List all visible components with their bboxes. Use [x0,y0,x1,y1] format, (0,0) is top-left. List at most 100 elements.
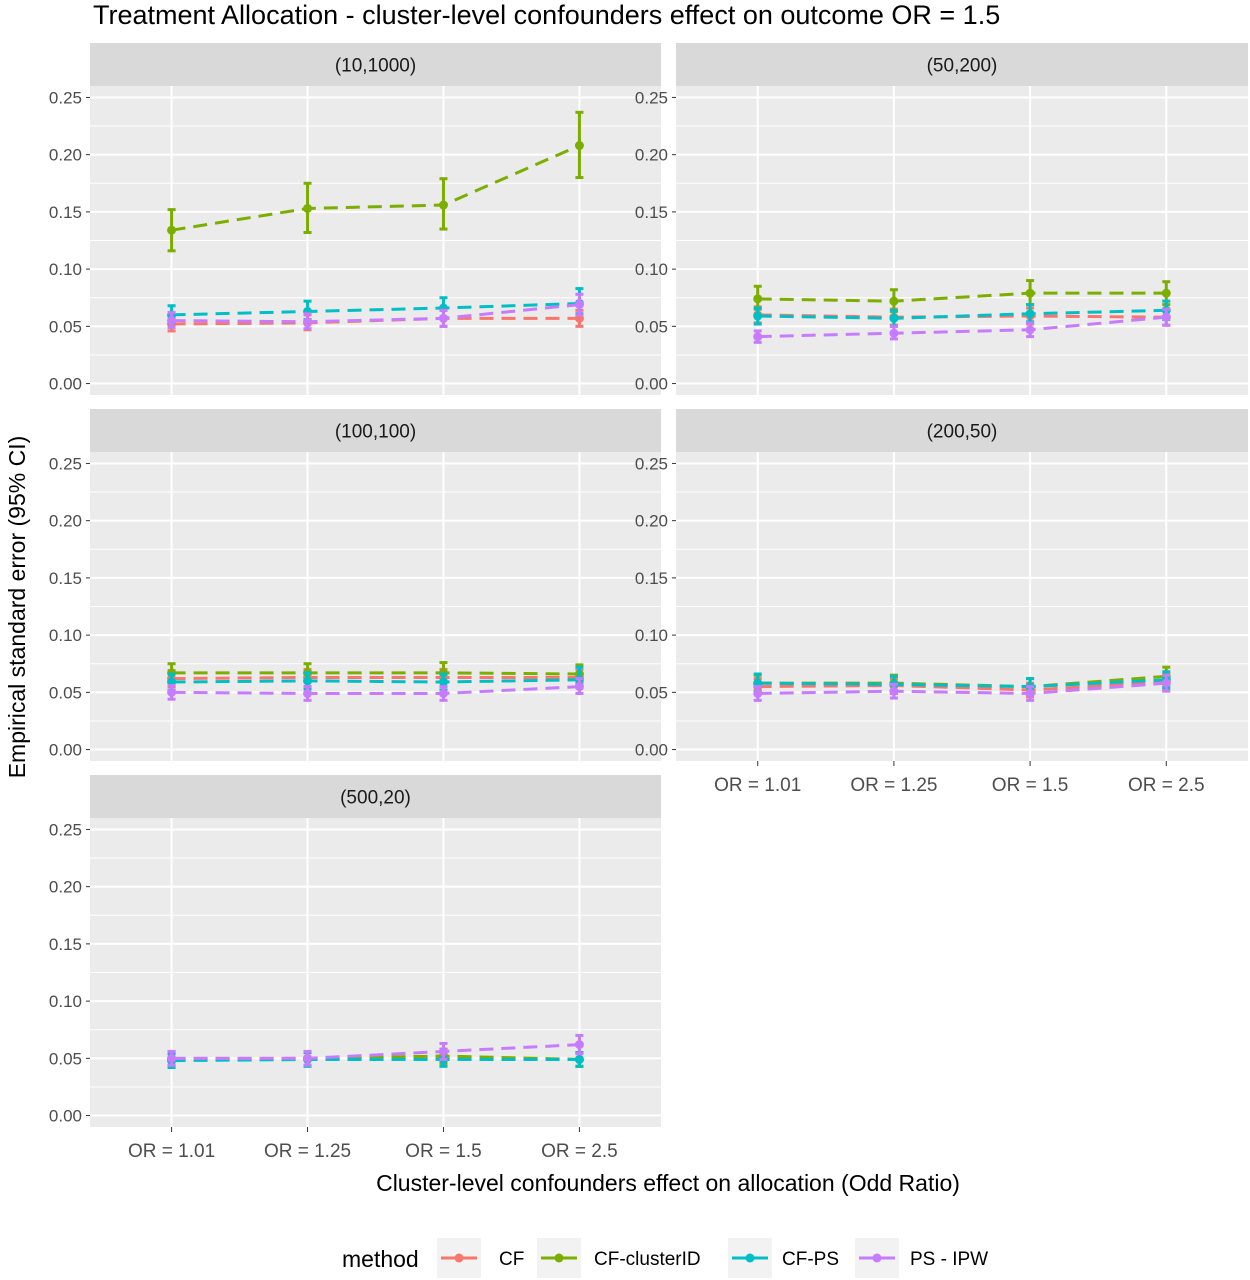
y-tick-label: 0.05 [635,317,668,336]
series-line [757,678,1167,689]
data-point [303,676,313,686]
series [753,307,1171,344]
series-line [171,303,580,324]
series-line [171,1043,580,1060]
y-tick-label: 0.25 [635,454,668,473]
data-point [167,687,177,697]
y-tick-label: 0.05 [49,683,82,702]
data-point [889,686,899,696]
series-line [171,144,581,232]
facet-panel: (100,100) 0.00 0.05 0.10 0.15 0.20 0.25 [49,409,661,761]
x-axis-title: Cluster-level confounders effect on allo… [376,1170,960,1196]
y-tick-label: 0.15 [635,569,668,588]
data-point [1025,325,1035,335]
legend-label: CF-clusterID [594,1249,701,1270]
data-point [1161,678,1171,688]
series [167,677,584,702]
y-tick-label: 0.15 [635,203,668,222]
facet-strip [90,43,661,86]
data-point [753,688,763,698]
y-tick-label: 0.25 [49,820,82,839]
facet-strip-label: (100,100) [335,422,416,443]
x-tick-label: OR = 2.5 [541,1141,618,1162]
legend-key-point [745,1253,755,1263]
y-tick-label: 0.10 [49,626,82,645]
x-tick-label: OR = 2.5 [1128,775,1205,796]
x-tick-label: OR = 1.25 [850,775,937,796]
facet-panel: (50,200) 0.00 0.05 0.10 0.15 0.20 0.25 [635,43,1248,395]
series-line [171,1057,580,1063]
data-point [303,317,313,327]
legend-label: PS - IPW [910,1249,988,1270]
data-point [167,316,177,326]
legend-entry: CF-clusterID [537,1238,701,1278]
legend-key-point [554,1253,564,1263]
data-point [167,1053,177,1063]
y-tick-label: 0.00 [49,1107,82,1126]
y-tick-label: 0.00 [49,375,82,394]
series [167,110,584,253]
data-point [889,313,899,323]
y-tick-label: 0.25 [49,454,82,473]
facet-strip-label: (500,20) [340,788,411,809]
facet-strip-label: (50,200) [927,56,998,77]
facet-strip-label: (200,50) [927,422,998,443]
y-tick-label: 0.10 [49,260,82,279]
facet-panel: (500,20) 0.00 0.05 0.10 0.15 0.20 0.25 OR = 1.0… [49,775,661,1162]
series-line [171,675,580,681]
y-axis-title: Empirical standard error (95% CI) [4,436,30,779]
data-point [438,200,448,210]
facet-panel: (10,1000) 0.00 0.05 0.10 0.15 0.20 0.25 [49,43,661,395]
facet-strip [90,409,661,452]
data-point [438,677,448,687]
data-point [574,682,584,692]
data-point [303,688,313,698]
legend-key-point [454,1253,464,1263]
series [167,292,584,331]
x-tick-label: OR = 1.01 [714,775,801,796]
series-line [171,301,580,317]
data-point [1161,288,1171,298]
series [167,1033,584,1067]
y-tick-label: 0.05 [49,1049,82,1068]
y-tick-label: 0.15 [49,569,82,588]
series-line [171,685,580,695]
x-tick-label: OR = 1.25 [264,1141,351,1162]
y-tick-label: 0.10 [635,260,668,279]
y-tick-label: 0.10 [49,992,82,1011]
data-point [303,1053,313,1063]
series-line [757,680,1167,692]
data-point [753,294,763,304]
chart-title: Treatment Allocation - cluster-level con… [93,0,1000,30]
facet-panel: (200,50) 0.00 0.05 0.10 0.15 0.20 0.25 OR = 1.0… [635,409,1248,796]
data-point [574,1040,584,1050]
y-tick-label: 0.15 [49,935,82,954]
y-tick-label: 0.20 [635,512,668,531]
data-point [438,1046,448,1056]
data-point [438,313,448,323]
y-tick-label: 0.00 [49,741,82,760]
data-point [889,296,899,306]
facet-strip [676,409,1248,452]
y-tick-label: 0.05 [49,317,82,336]
legend-label: CF-PS [782,1249,839,1270]
data-point [1161,312,1171,322]
series-line [171,678,580,684]
legend-title: method [342,1246,419,1272]
y-tick-label: 0.00 [635,741,668,760]
data-point [574,1054,584,1064]
data-point [303,203,313,213]
y-tick-label: 0.20 [49,878,82,897]
series-line [171,671,580,676]
facet-strip [676,43,1248,86]
y-tick-label: 0.25 [49,88,82,107]
x-tick-label: OR = 1.01 [128,1141,215,1162]
series [753,673,1171,702]
data-point [753,311,763,321]
y-tick-label: 0.00 [635,375,668,394]
data-point [1025,288,1035,298]
y-tick-label: 0.05 [635,683,668,702]
data-point [889,328,899,338]
data-point [438,688,448,698]
